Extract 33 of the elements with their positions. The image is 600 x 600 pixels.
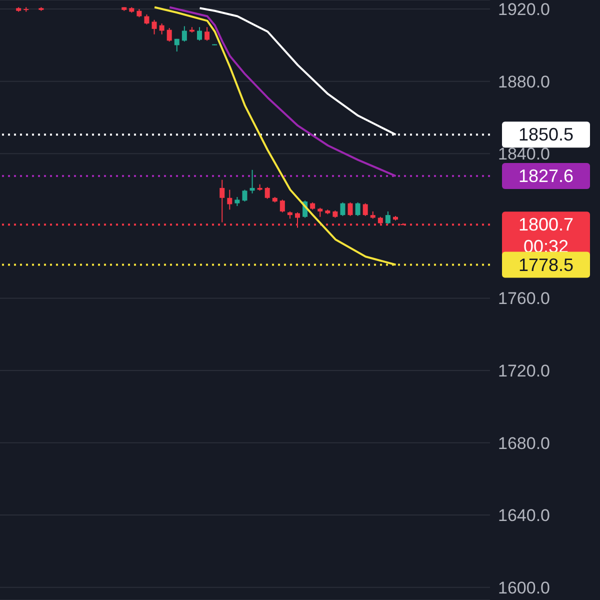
candlestick <box>182 26 187 42</box>
y-tick-label: 1920.0 <box>498 0 550 20</box>
y-tick-label: 1760.0 <box>498 289 550 308</box>
candlestick <box>174 38 180 52</box>
candlestick <box>197 26 202 42</box>
ref-line-label: 1850.5 <box>518 124 574 145</box>
y-tick-label: 1600.0 <box>498 578 550 598</box>
candlestick <box>280 199 285 213</box>
ref-line-label: 1827.6 <box>518 166 574 186</box>
y-tick-label: 1680.0 <box>498 434 550 453</box>
y-tick-label: 1880.0 <box>498 72 550 92</box>
candlestick <box>159 22 164 35</box>
ref-line-label: 1778.5 <box>518 254 574 275</box>
candlestick <box>227 189 232 210</box>
candlestick <box>220 179 225 223</box>
candlestick <box>234 196 240 207</box>
candlestick <box>318 207 323 218</box>
candlestick <box>355 202 360 216</box>
candlestick <box>144 14 150 25</box>
candlestick <box>348 202 353 216</box>
candlestick <box>166 28 172 42</box>
ref-line-label: 1800.7 <box>518 214 574 235</box>
y-tick-label: 1840.0 <box>498 144 550 164</box>
candlestick <box>340 202 346 216</box>
y-tick-label: 1640.0 <box>498 506 550 526</box>
candlestick <box>264 186 270 200</box>
y-tick-label: 1720.0 <box>498 362 550 381</box>
candlestick <box>242 189 248 202</box>
candlestick <box>362 202 368 216</box>
candlestick <box>250 169 255 194</box>
candlestick <box>204 26 210 42</box>
candlestick <box>152 19 157 35</box>
candlestick <box>385 210 390 225</box>
